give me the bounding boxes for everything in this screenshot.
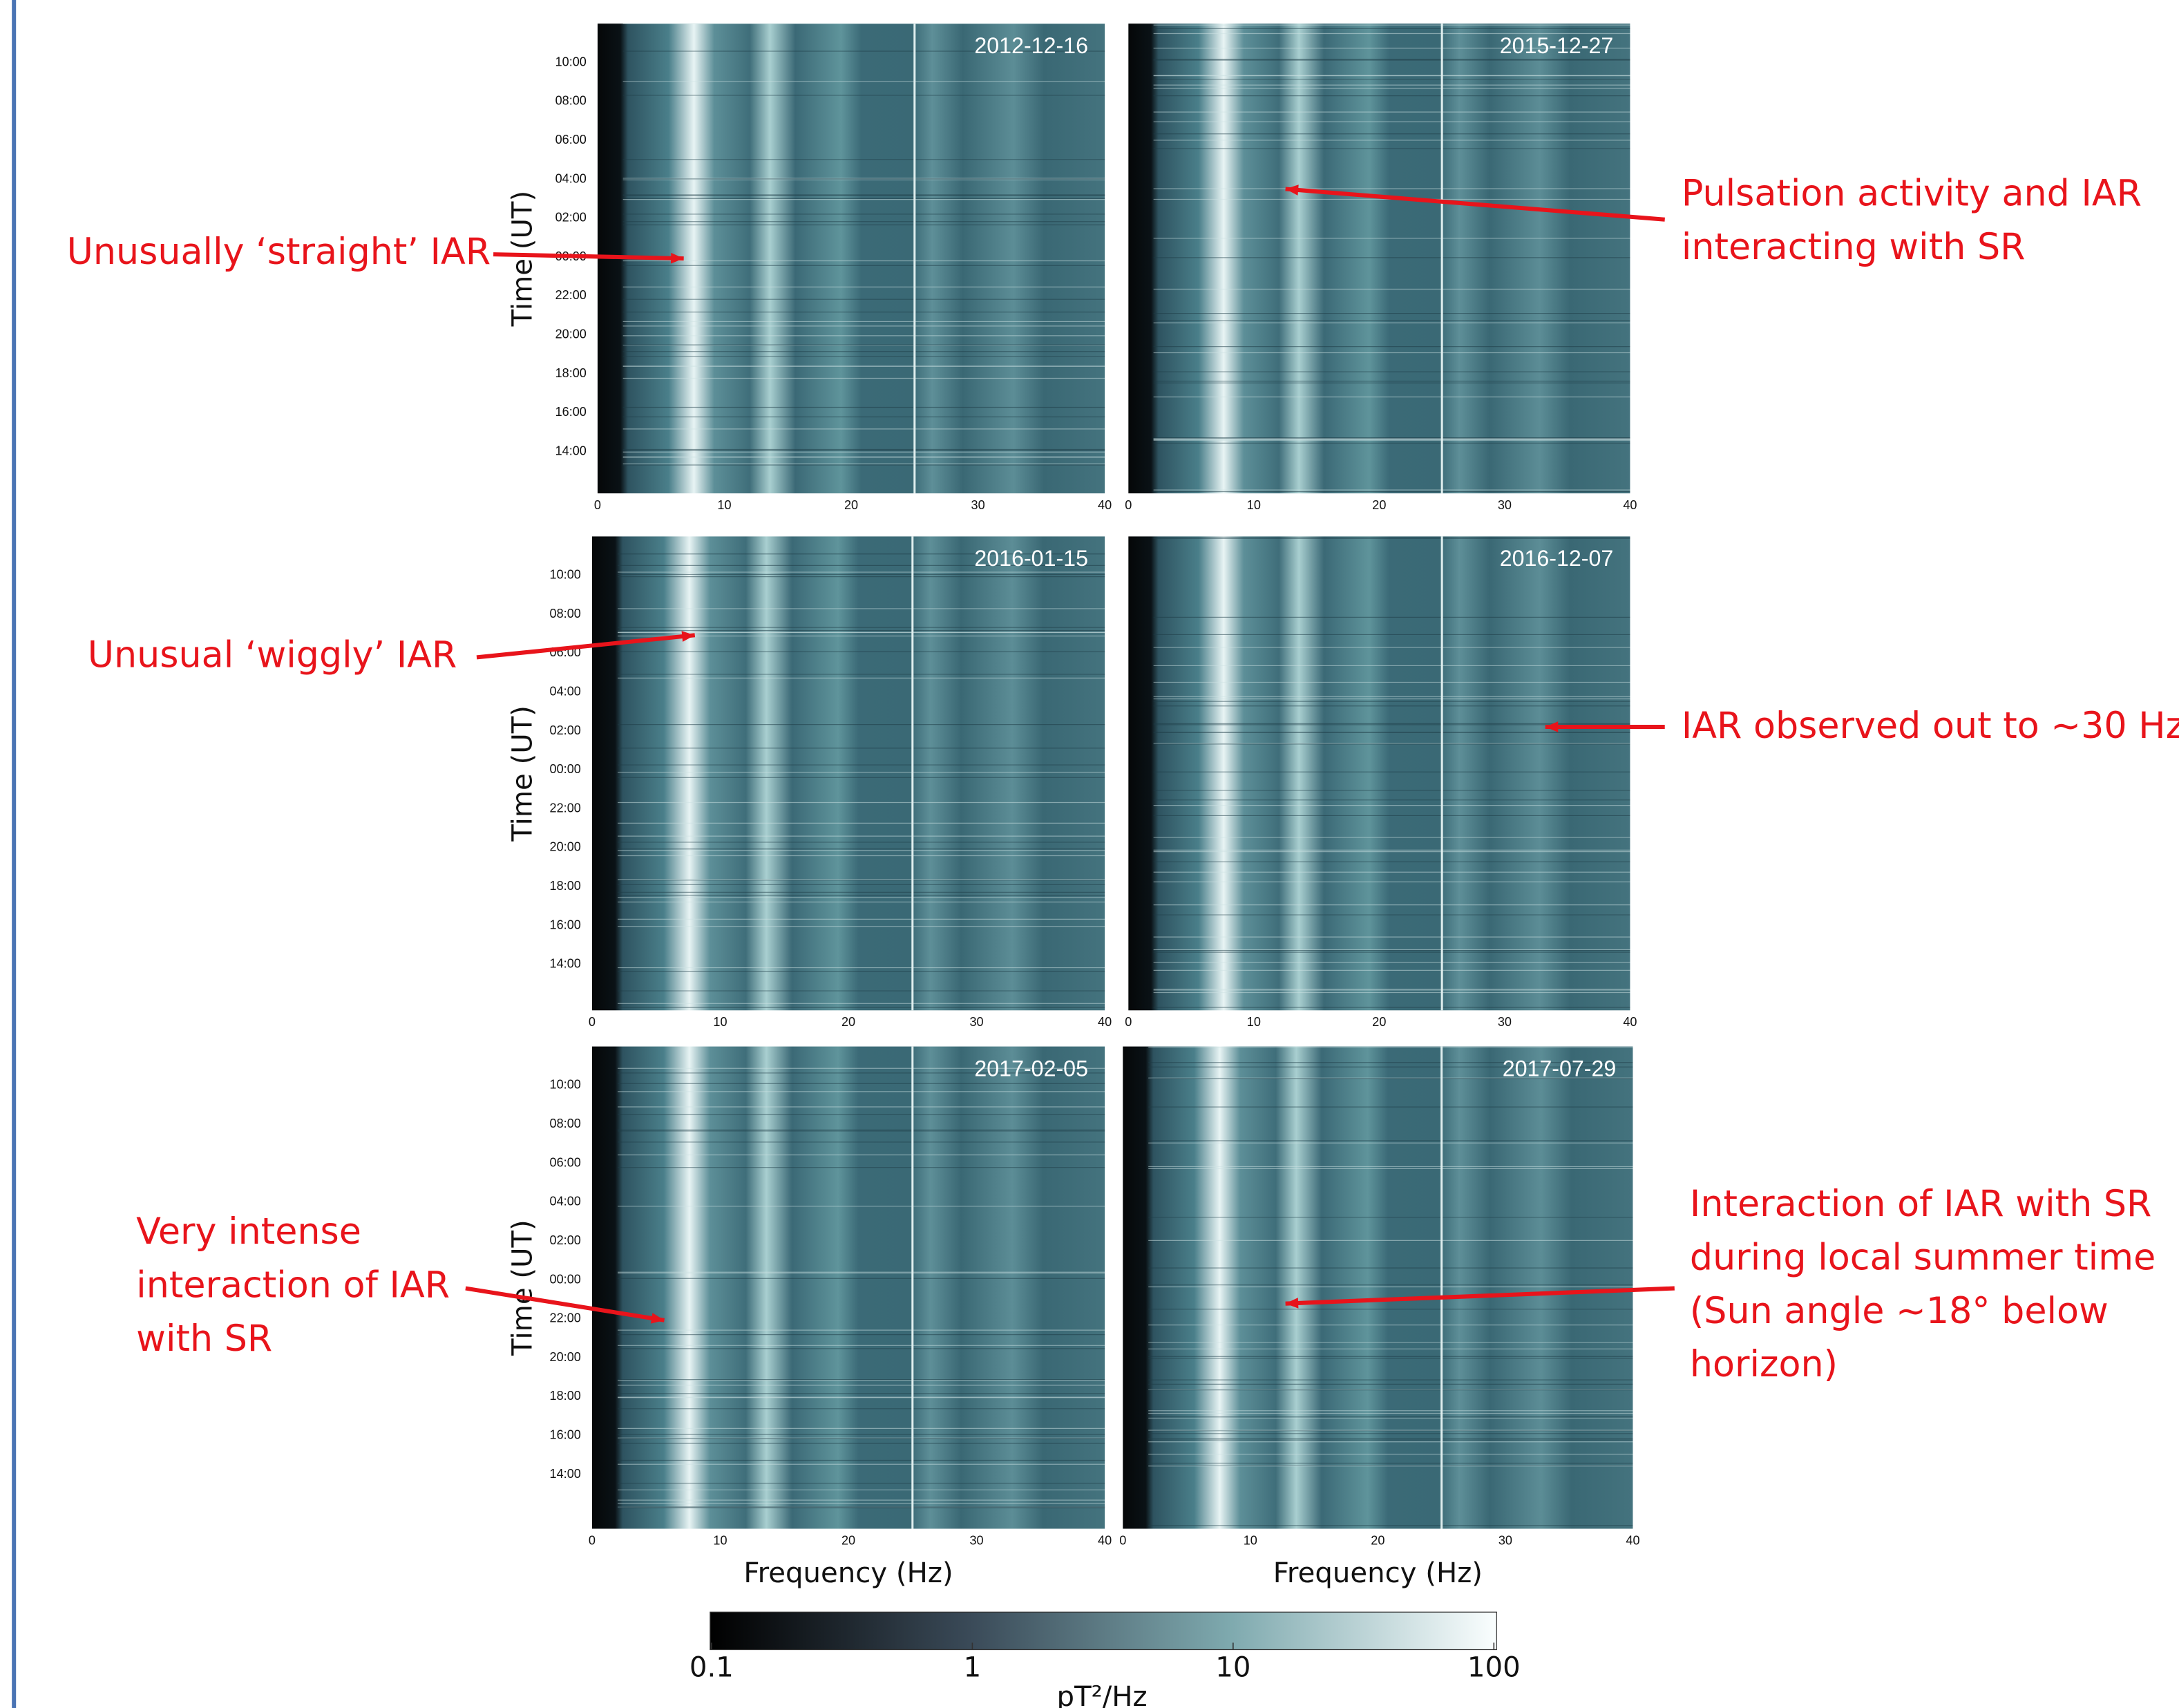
spectrogram	[1128, 536, 1630, 1010]
y-tick-label: 06:00	[550, 1155, 581, 1169]
x-tick-label: 0	[1125, 1015, 1132, 1029]
annotation-text: IAR observed out to ~30 Hz	[1682, 705, 2179, 747]
spectrogram	[592, 536, 1105, 1010]
panel-date: 2017-07-29	[1503, 1056, 1617, 1081]
y-tick-label: 08:00	[550, 607, 581, 620]
x-tick-label: 20	[841, 1015, 855, 1029]
panel-date: 2015-12-27	[1500, 33, 1614, 58]
annotation-text: Unusual ‘wiggly’ IAR	[88, 634, 457, 676]
x-tick-label: 0	[589, 1015, 596, 1029]
y-tick-label: 20:00	[550, 1350, 581, 1364]
annotation-text: during local summer time	[1690, 1236, 2156, 1278]
y-tick-label: 22:00	[550, 801, 581, 815]
x-tick-label: 10	[713, 1015, 727, 1029]
y-tick-label: 14:00	[550, 957, 581, 971]
x-tick-label: 0	[594, 498, 601, 512]
x-tick-label: 30	[970, 1533, 984, 1547]
x-tick-label: 0	[589, 1533, 596, 1547]
y-tick-label: 08:00	[550, 1117, 581, 1130]
spectrogram	[1123, 1047, 1633, 1529]
x-tick-label: 40	[1626, 1533, 1639, 1547]
y-tick-label: 04:00	[555, 171, 587, 185]
x-tick-label: 20	[1371, 1533, 1385, 1547]
x-tick-label: 10	[1244, 1533, 1257, 1547]
x-tick-label: 10	[1247, 1015, 1261, 1029]
y-tick-label: 20:00	[550, 840, 581, 854]
x-tick-label: 30	[1498, 1015, 1512, 1029]
x-tick-label: 0	[1125, 498, 1132, 512]
x-tick-label: 20	[1372, 498, 1386, 512]
colorbar-tick-label: 0.1	[689, 1652, 734, 1684]
panel-date: 2017-02-05	[974, 1056, 1088, 1081]
y-axis-label: Time (UT)	[506, 191, 538, 328]
y-tick-label: 02:00	[555, 211, 587, 225]
annotation-text: interacting with SR	[1682, 226, 2026, 268]
y-tick-label: 22:00	[550, 1311, 581, 1325]
panel-date: 2016-12-07	[1500, 546, 1614, 571]
y-tick-label: 06:00	[555, 133, 587, 146]
colorbar-tick-label: 1	[964, 1652, 982, 1684]
y-tick-label: 18:00	[550, 879, 581, 893]
y-tick-label: 18:00	[550, 1389, 581, 1403]
y-tick-label: 14:00	[550, 1467, 581, 1481]
spectrogram	[1128, 23, 1630, 493]
x-tick-label: 30	[1498, 1533, 1512, 1547]
y-tick-label: 10:00	[550, 567, 581, 581]
x-tick-label: 20	[1372, 1015, 1386, 1029]
y-tick-label: 02:00	[550, 1233, 581, 1247]
annotation-text: Unusually ‘straight’ IAR	[67, 231, 491, 273]
y-tick-label: 10:00	[550, 1078, 581, 1092]
x-tick-label: 40	[1623, 1015, 1637, 1029]
y-tick-label: 04:00	[550, 1195, 581, 1208]
page: pT²/Hz 2012-12-1601020304010:0008:0006:0…	[0, 0, 2179, 1708]
y-tick-label: 20:00	[555, 328, 587, 341]
annotation-text: with SR	[136, 1318, 272, 1360]
colorbar	[710, 1612, 1496, 1649]
x-tick-label: 30	[971, 498, 985, 512]
y-tick-label: 08:00	[555, 94, 587, 108]
figure: pT²/Hz 2012-12-1601020304010:0008:0006:0…	[0, 0, 2179, 1708]
y-tick-label: 02:00	[550, 723, 581, 737]
panel-date: 2016-01-15	[974, 546, 1088, 571]
annotation-text: interaction of IAR	[136, 1264, 450, 1307]
y-tick-label: 00:00	[550, 1272, 581, 1286]
x-axis-label: Frequency (Hz)	[743, 1557, 953, 1589]
x-tick-label: 40	[1098, 498, 1112, 512]
panel-date: 2012-12-16	[974, 33, 1088, 58]
x-tick-label: 20	[841, 1533, 855, 1547]
y-tick-label: 22:00	[555, 288, 587, 302]
y-tick-label: 00:00	[550, 762, 581, 776]
colorbar-tick-label: 100	[1467, 1652, 1521, 1684]
annotation-text: Interaction of IAR with SR	[1690, 1183, 2151, 1225]
y-axis-label: Time (UT)	[506, 705, 538, 842]
colorbar-tick-label: 10	[1215, 1652, 1250, 1684]
annotation-text: Very intense	[136, 1211, 361, 1253]
y-tick-label: 16:00	[550, 1428, 581, 1442]
x-tick-label: 10	[713, 1533, 727, 1547]
x-tick-label: 40	[1623, 498, 1637, 512]
x-tick-label: 0	[1119, 1533, 1126, 1547]
x-tick-label: 30	[970, 1015, 984, 1029]
x-tick-label: 30	[1498, 498, 1512, 512]
annotation-text: Pulsation activity and IAR	[1682, 173, 2142, 215]
spectrogram	[592, 1047, 1105, 1529]
x-tick-label: 40	[1098, 1015, 1112, 1029]
y-tick-label: 10:00	[555, 55, 587, 68]
annotation-text: (Sun angle ~18° below	[1690, 1290, 2109, 1332]
y-tick-label: 16:00	[555, 405, 587, 419]
x-tick-label: 10	[717, 498, 731, 512]
colorbar-label: pT²/Hz	[1057, 1681, 1148, 1708]
x-tick-label: 40	[1098, 1533, 1112, 1547]
y-tick-label: 18:00	[555, 366, 587, 380]
y-tick-label: 14:00	[555, 444, 587, 457]
x-tick-label: 20	[844, 498, 858, 512]
y-tick-label: 04:00	[550, 684, 581, 698]
x-axis-label: Frequency (Hz)	[1273, 1557, 1483, 1589]
x-tick-label: 10	[1247, 498, 1261, 512]
annotation-text: horizon)	[1690, 1343, 1838, 1385]
y-tick-label: 16:00	[550, 918, 581, 931]
y-axis-label: Time (UT)	[506, 1220, 538, 1356]
